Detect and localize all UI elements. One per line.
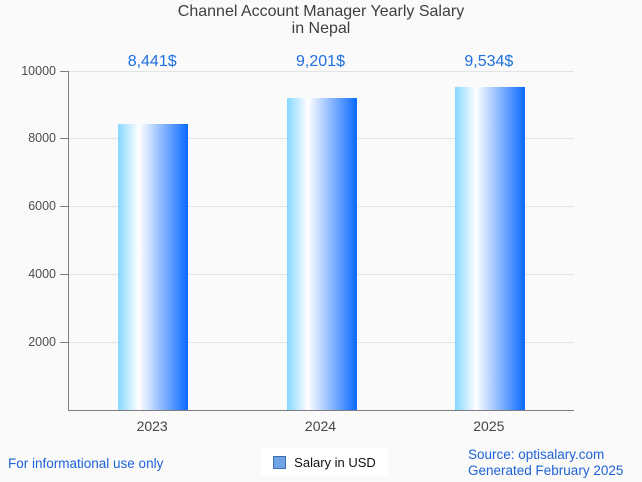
source-note: Source: optisalary.com Generated Februar…: [468, 447, 623, 479]
x-axis-label-2023: 2023: [136, 418, 168, 434]
x-axis-label-2025: 2025: [473, 418, 505, 434]
y-axis-label-6000: 6000: [28, 199, 56, 214]
generated-line: Generated February 2025: [468, 463, 624, 478]
plot-area: [60, 70, 574, 411]
value-label-2023: 8,441$: [127, 53, 177, 70]
disclaimer-note: For informational use only: [8, 456, 164, 471]
bar-2024: [286, 98, 357, 410]
y-axis-label-8000: 8000: [28, 131, 56, 146]
legend-label: Salary in USD: [294, 454, 376, 470]
x-axis-label-2024: 2024: [304, 418, 337, 434]
y-tick-6000: [60, 206, 69, 208]
chart-title-line2: in Nepal: [291, 20, 351, 37]
chart-title-line1: Channel Account Manager Yearly Salary: [177, 3, 465, 20]
value-label-2024: 9,201$: [296, 53, 345, 70]
legend-marker-icon: [273, 455, 287, 469]
gridline-10000: [69, 70, 574, 72]
source-line: Source: optisalary.com: [468, 447, 605, 462]
bar-2023: [118, 123, 189, 410]
y-tick-4000: [60, 273, 69, 276]
y-axis-label-2000: 2000: [28, 334, 56, 349]
y-tick-2000: [60, 341, 69, 343]
bar-2025: [454, 86, 525, 410]
y-axis-label-4000: 4000: [28, 266, 56, 281]
legend: Salary in USD: [261, 448, 388, 476]
value-label-2025: 9,534$: [464, 53, 514, 70]
y-axis-label-10000: 10000: [21, 63, 56, 78]
chart-title: Channel Account Manager Yearly Salary in…: [0, 3, 642, 37]
y-tick-8000: [60, 138, 69, 140]
y-tick-10000: [60, 70, 69, 72]
